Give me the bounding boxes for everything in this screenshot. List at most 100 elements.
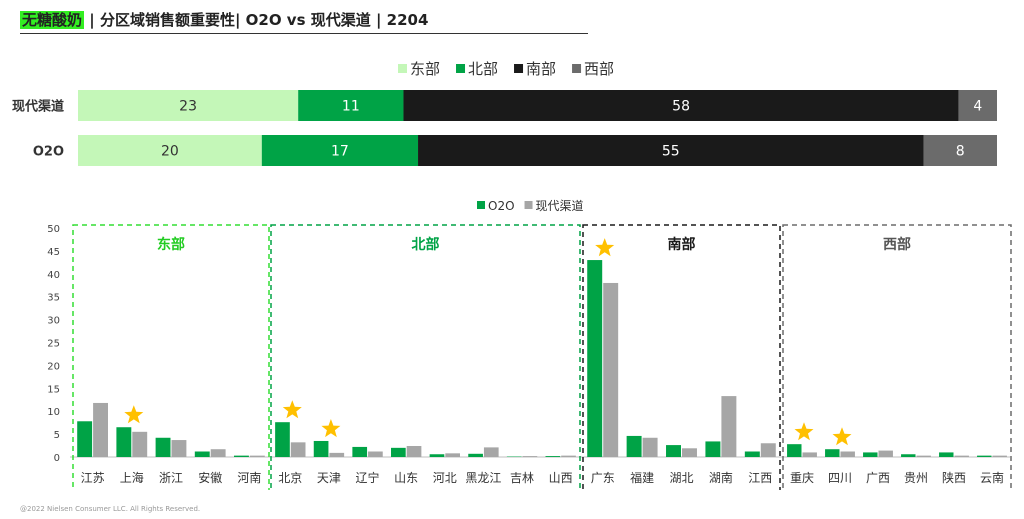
data-label: 17 <box>331 144 349 160</box>
region-box <box>270 224 581 490</box>
x-tick-label: 天津 <box>317 471 341 485</box>
x-tick-label: 黑龙江 <box>465 471 501 485</box>
x-tick-label: 江西 <box>748 471 772 485</box>
y-tick-label: 5 <box>54 430 60 441</box>
legend-swatch <box>398 64 407 73</box>
legend-label: 北部 <box>468 60 498 78</box>
title-text: | 分区域销售额重要性| O2O vs 现代渠道 | 2204 <box>84 11 429 29</box>
bar-segment <box>923 135 997 166</box>
bar-o2o <box>429 454 445 457</box>
bar-modern <box>721 396 737 457</box>
bar-modern <box>210 449 226 457</box>
x-tick-label: 陕西 <box>942 470 966 485</box>
bar-modern <box>954 455 969 457</box>
bar-o2o <box>705 441 721 457</box>
bar-modern <box>93 402 108 457</box>
legend-label: 南部 <box>526 60 556 78</box>
bar-o2o <box>587 260 603 457</box>
data-label: 55 <box>662 144 680 160</box>
region-title: 东部 <box>157 236 185 253</box>
bar-o2o <box>275 422 290 457</box>
legend-swatch <box>456 64 466 73</box>
bar-segment <box>78 90 299 121</box>
bar-modern <box>522 456 538 457</box>
bar-modern <box>171 440 187 457</box>
star-icon <box>282 400 302 419</box>
bar-modern <box>329 452 345 457</box>
bar-modern <box>916 455 931 457</box>
bar-modern <box>368 451 383 457</box>
bar-o2o <box>939 452 954 457</box>
x-tick-label: 江苏 <box>81 471 105 485</box>
bar-modern <box>840 451 855 457</box>
data-label: 23 <box>179 99 197 115</box>
bar-o2o <box>744 451 760 457</box>
bar-o2o <box>545 456 561 457</box>
star-icon <box>321 419 341 438</box>
region-box <box>782 224 1012 490</box>
y-tick-label: 40 <box>47 270 60 281</box>
legend-swatch <box>477 201 485 209</box>
bar-modern <box>992 455 1007 457</box>
bar-o2o <box>234 455 249 457</box>
bar-modern <box>760 443 776 457</box>
bar-modern <box>682 448 697 457</box>
legend-swatch <box>524 201 533 209</box>
bar-modern <box>878 450 893 457</box>
y-tick-label: 20 <box>47 361 60 372</box>
y-tick-label: 45 <box>47 247 60 258</box>
region-title: 南部 <box>668 236 696 253</box>
y-tick-label: 35 <box>47 293 60 304</box>
copyright-notice: @2022 Nielsen Consumer LLC. All Rights R… <box>20 505 201 513</box>
region-title: 西部 <box>883 236 911 253</box>
data-label: 8 <box>956 144 965 160</box>
y-tick-label: 50 <box>47 224 60 235</box>
bar-o2o <box>313 440 329 457</box>
x-tick-label: 山西 <box>549 471 573 485</box>
bar-o2o <box>116 427 132 457</box>
bar-segment <box>78 135 262 166</box>
bar-segment <box>418 135 924 166</box>
data-label: 20 <box>161 144 179 160</box>
bar-segment <box>298 90 404 121</box>
x-tick-label: 河南 <box>237 470 261 485</box>
x-tick-label: 云南 <box>980 470 1004 485</box>
region-title: 北部 <box>412 236 440 253</box>
bar-modern <box>249 455 265 457</box>
x-tick-label: 湖北 <box>669 470 693 485</box>
bar-modern <box>603 282 619 457</box>
bar-o2o <box>825 449 840 457</box>
legend-swatch <box>572 64 582 73</box>
x-tick-label: 安徽 <box>198 470 222 485</box>
star-icon <box>832 427 852 446</box>
bar-o2o <box>194 451 210 457</box>
bar-o2o <box>468 453 483 457</box>
bar-modern <box>290 442 306 457</box>
bar-o2o <box>77 421 93 457</box>
y-tick-label: 15 <box>47 384 60 395</box>
x-tick-label: 福建 <box>630 470 654 485</box>
bar-segment <box>403 90 959 121</box>
legend-label: 东部 <box>410 60 440 78</box>
bar-o2o <box>391 447 406 457</box>
bar-modern <box>132 431 148 457</box>
bar-o2o <box>352 446 368 457</box>
x-tick-label: 重庆 <box>790 471 814 485</box>
bar-modern <box>561 455 576 457</box>
x-tick-label: 辽宁 <box>356 470 380 485</box>
legend-label: O2O <box>488 199 515 213</box>
region-box <box>582 224 781 490</box>
x-tick-label: 贵州 <box>904 471 928 485</box>
star-icon <box>595 238 615 257</box>
bar-segment <box>261 135 419 166</box>
data-label: 58 <box>672 99 690 115</box>
data-label: 11 <box>342 99 360 115</box>
bar-modern <box>483 447 499 457</box>
bar-o2o <box>155 437 171 457</box>
bar-modern <box>406 446 422 457</box>
bar-modern <box>642 437 658 457</box>
bar-o2o <box>901 454 916 457</box>
y-tick-label: 25 <box>47 339 60 350</box>
